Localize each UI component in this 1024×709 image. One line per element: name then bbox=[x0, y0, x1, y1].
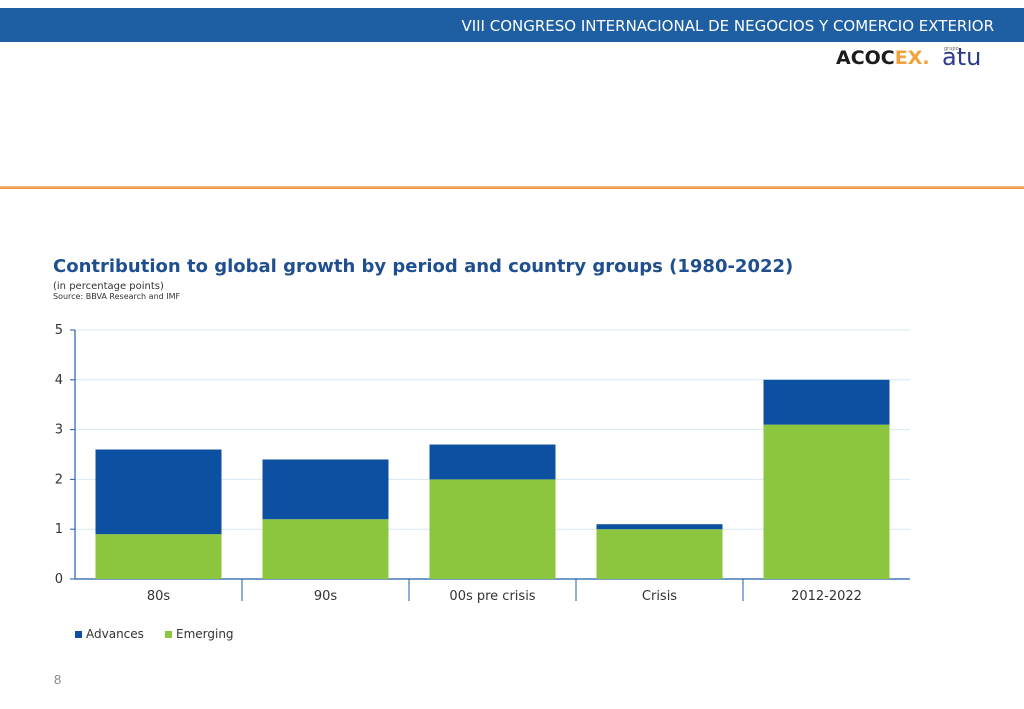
bar-emerging bbox=[262, 519, 389, 579]
logo-text-acoc: ACOC bbox=[836, 47, 895, 69]
x-tick-label: 00s pre crisis bbox=[449, 589, 535, 604]
bar-emerging bbox=[95, 534, 222, 579]
bar-advances bbox=[95, 449, 222, 535]
y-tick-label: 0 bbox=[55, 572, 63, 587]
bar-emerging bbox=[429, 479, 556, 579]
logo-text-ex: EX. bbox=[894, 47, 930, 69]
chart-source: Source: BBVA Research and IMF bbox=[53, 292, 181, 301]
logo-small-text: grupo bbox=[944, 46, 959, 52]
legend-swatch bbox=[75, 631, 82, 638]
x-tick-label: 2012-2022 bbox=[791, 589, 862, 604]
bar-emerging bbox=[763, 424, 890, 579]
chart-subtitle: (in percentage points) bbox=[53, 281, 164, 292]
header-title: VIII CONGRESO INTERNACIONAL DE NEGOCIOS … bbox=[461, 17, 994, 35]
y-tick-label: 1 bbox=[55, 522, 63, 537]
y-tick-label: 3 bbox=[55, 423, 63, 438]
x-tick-label: 90s bbox=[314, 589, 338, 604]
legend-label: Emerging bbox=[176, 627, 234, 641]
bar-emerging bbox=[596, 529, 723, 579]
x-tick-label: Crisis bbox=[642, 589, 677, 604]
y-tick-label: 2 bbox=[55, 472, 63, 487]
legend-swatch bbox=[165, 631, 172, 638]
bar-advances bbox=[763, 379, 890, 425]
header-divider bbox=[0, 186, 1024, 189]
page-number: 8 bbox=[54, 672, 62, 687]
chart-title: Contribution to global growth by period … bbox=[53, 256, 794, 277]
bar-advances bbox=[596, 524, 723, 530]
y-tick-label: 4 bbox=[55, 373, 63, 388]
bar-advances bbox=[262, 459, 389, 520]
acocex-logo: ACOCEX. grupo atu bbox=[836, 43, 981, 73]
header-bar: VIII CONGRESO INTERNACIONAL DE NEGOCIOS … bbox=[0, 8, 1024, 42]
bar-advances bbox=[429, 444, 556, 480]
y-tick-label: 5 bbox=[55, 323, 63, 338]
logo-text-atu: atu bbox=[942, 43, 982, 71]
x-tick-label: 80s bbox=[147, 589, 171, 604]
legend-label: Advances bbox=[86, 627, 144, 641]
